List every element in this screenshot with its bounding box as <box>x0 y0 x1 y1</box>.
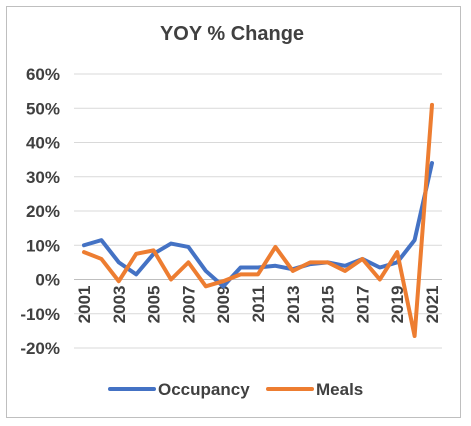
series-lines <box>82 102 434 339</box>
x-tick-label: 2015 <box>319 286 338 324</box>
x-tick-label: 2003 <box>110 286 129 324</box>
x-tick-label: 2019 <box>388 286 407 324</box>
y-tick-label: 20% <box>26 202 60 221</box>
y-tick-label: -10% <box>20 305 60 324</box>
x-axis-ticks: 2001 2003 2005 2007 2009 2011 2013 2015 2017 2019… <box>75 286 442 324</box>
chart-title: YOY % Change <box>160 23 304 45</box>
y-tick-label: 10% <box>26 236 60 255</box>
x-tick-label: 2017 <box>353 286 372 324</box>
y-tick-label: 40% <box>26 134 60 153</box>
chart-frame <box>6 6 461 418</box>
y-tick-label: 50% <box>26 99 60 118</box>
y-tick-label: 60% <box>26 65 60 84</box>
legend-label-meals: Meals <box>316 380 363 399</box>
x-tick-label: 2021 <box>423 286 442 324</box>
series-line-meals <box>82 102 434 339</box>
y-tick-label: -20% <box>20 339 60 358</box>
x-tick-label: 2001 <box>75 286 94 324</box>
y-axis-ticks: -20% -10% 0% 10% 20% 30% 40% 50% 60% <box>20 65 60 358</box>
y-tick-label: 30% <box>26 168 60 187</box>
x-tick-label: 2007 <box>179 286 198 324</box>
gridlines <box>74 73 442 349</box>
x-tick-label: 2009 <box>214 286 233 324</box>
x-tick-label: 2013 <box>284 286 303 324</box>
x-tick-label: 2005 <box>145 286 164 324</box>
legend: Occupancy Meals <box>108 380 363 399</box>
x-tick-label: 2011 <box>249 286 268 323</box>
series-line-occupancy <box>82 161 434 289</box>
legend-label-occupancy: Occupancy <box>158 380 250 399</box>
y-tick-label: 0% <box>35 271 60 290</box>
